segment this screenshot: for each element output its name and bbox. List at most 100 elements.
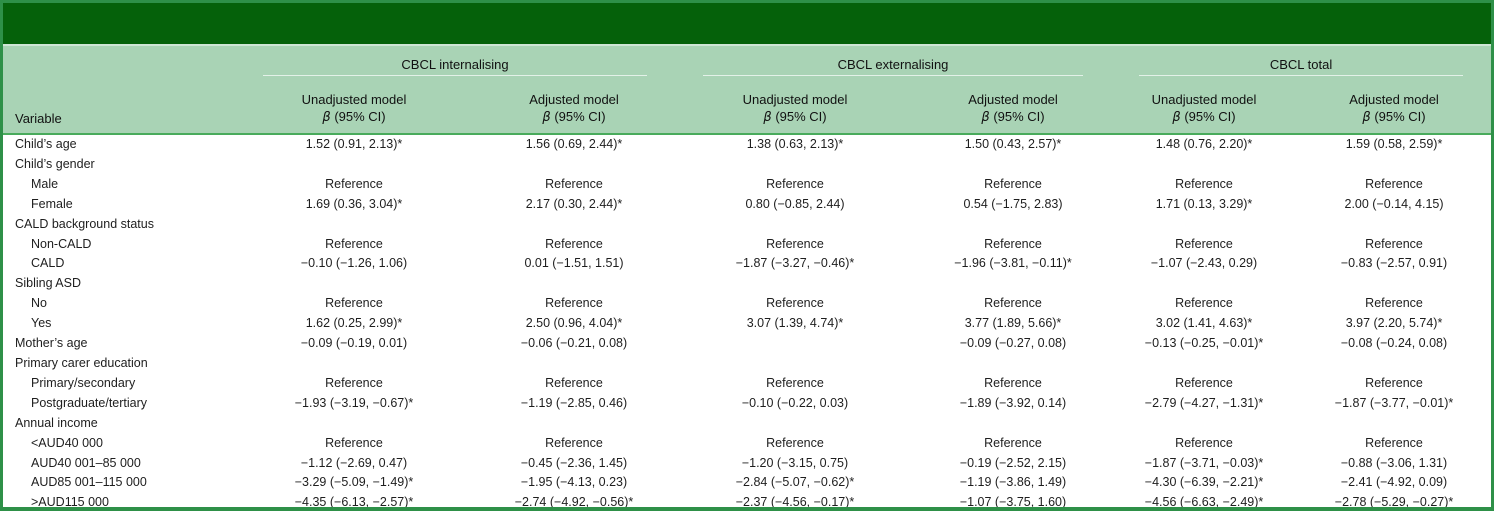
cell-value: −4.56 (−6.63, −2.49)* — [1144, 495, 1264, 510]
cell-value: 2.00 (−0.14, 4.15) — [1344, 196, 1444, 211]
cell-value: Reference — [545, 236, 603, 251]
cell-value: 1.48 (0.76, 2.20)* — [1155, 137, 1253, 151]
cell-value — [675, 354, 915, 374]
table-row: >AUD115 000 −4.35 (−6.13, −2.57)* −2.74 (−… — [3, 493, 1491, 510]
cell-value: −0.88 (−3.06, 1.31) — [1340, 455, 1448, 470]
cell-value — [1111, 414, 1297, 434]
cell-value: Reference — [545, 435, 603, 450]
cell-value: Reference — [766, 176, 824, 191]
cell-value: −1.87 (−3.27, −0.46)* — [735, 256, 855, 271]
cell-value: −1.95 (−4.13, 0.23) — [520, 475, 628, 490]
cell-value: Reference — [545, 296, 603, 311]
beta-ci-label: β (95% CI) — [322, 109, 386, 125]
model-header-internalising-adjusted: Adjusted model β (95% CI) — [473, 76, 675, 135]
model-header-externalising-adjusted: Adjusted model β (95% CI) — [915, 76, 1112, 135]
group-label-externalising: CBCL externalising — [703, 57, 1084, 76]
table-row: CALD background status — [3, 215, 1491, 235]
cell-value: 1.69 (0.36, 3.04)* — [305, 196, 403, 211]
cell-value — [1297, 155, 1491, 175]
cell-value: −4.30 (−6.39, −2.21)* — [1144, 475, 1264, 490]
cell-value — [1111, 274, 1297, 294]
cell-value: −0.10 (−1.26, 1.06) — [300, 256, 408, 271]
group-header-spacer — [3, 46, 235, 76]
cell-value: 0.01 (−1.51, 1.51) — [524, 256, 624, 271]
cell-value — [915, 274, 1111, 294]
beta-ci-label: β (95% CI) — [763, 109, 827, 125]
cell-value: 2.50 (0.96, 4.04)* — [525, 316, 623, 331]
cell-value — [1111, 215, 1297, 235]
cell-value — [235, 155, 473, 175]
cell-value — [1297, 354, 1491, 374]
row-label: Child’s gender — [15, 156, 95, 171]
model-header-total-unadjusted: Unadjusted model β (95% CI) — [1111, 76, 1298, 135]
cell-value: −2.74 (−4.92, −0.56)* — [514, 495, 634, 510]
cell-value: Reference — [766, 435, 824, 450]
cell-value: −2.41 (−4.92, 0.09) — [1340, 475, 1448, 490]
cell-value: Reference — [325, 435, 383, 450]
cell-value: 3.02 (1.41, 4.63)* — [1155, 316, 1253, 331]
cell-value: 0.54 (−1.75, 2.83) — [963, 196, 1063, 211]
cell-value: Reference — [1175, 375, 1233, 390]
cell-value: 1.71 (0.13, 3.29)* — [1155, 196, 1253, 211]
results-table: CBCL internalising CBCL externalising CB… — [3, 46, 1491, 510]
cell-value: −0.13 (−0.25, −0.01)* — [1144, 336, 1264, 351]
cell-value — [675, 274, 915, 294]
cell-value — [1297, 274, 1491, 294]
table-row: AUD40 001–85 000 −1.12 (−2.69, 0.47) −0.45… — [3, 454, 1491, 474]
model-label: Adjusted model — [529, 92, 619, 107]
table-row: AUD85 001–115 000 −3.29 (−5.09, −1.49)* −1… — [3, 473, 1491, 493]
variable-header: Variable — [3, 76, 235, 135]
cell-value: Reference — [984, 435, 1042, 450]
cell-value: Reference — [1365, 176, 1423, 191]
cell-value: Reference — [984, 296, 1042, 311]
cell-value: −0.09 (−0.19, 0.01) — [300, 336, 408, 351]
table-header: CBCL internalising CBCL externalising CB… — [3, 46, 1491, 135]
cell-value: −0.08 (−0.24, 0.08) — [1340, 336, 1448, 351]
cell-value — [235, 215, 473, 235]
cell-value — [675, 334, 915, 354]
row-label: >AUD115 000 — [31, 495, 109, 510]
cell-value — [675, 215, 915, 235]
model-header-internalising-unadjusted: Unadjusted model β (95% CI) — [235, 76, 473, 135]
cell-value: −3.29 (−5.09, −1.49)* — [294, 475, 414, 490]
cell-value: Reference — [766, 236, 824, 251]
cell-value: 1.52 (0.91, 2.13)* — [305, 137, 403, 151]
model-label: Unadjusted model — [301, 92, 407, 107]
cell-value: Reference — [766, 296, 824, 311]
cell-value — [235, 354, 473, 374]
cell-value: Reference — [1365, 435, 1423, 450]
cell-value: −1.19 (−2.85, 0.46) — [520, 395, 628, 410]
group-label-total: CBCL total — [1139, 57, 1464, 76]
table-row: Non-CALD Reference Reference Reference Refer… — [3, 235, 1491, 255]
cell-value: −0.83 (−2.57, 0.91) — [1340, 256, 1448, 271]
row-label: <AUD40 000 — [31, 435, 103, 450]
group-header-internalising: CBCL internalising — [235, 46, 675, 76]
cell-value — [915, 354, 1111, 374]
cell-value: Reference — [545, 375, 603, 390]
model-header-row: Variable Unadjusted model β (95% CI) Adj… — [3, 76, 1491, 135]
table-row: Female 1.69 (0.36, 3.04)* 2.17 (0.30, 2.44… — [3, 195, 1491, 215]
cell-value — [473, 274, 675, 294]
group-header-externalising: CBCL externalising — [675, 46, 1112, 76]
cell-value: −1.87 (−3.77, −0.01)* — [1334, 395, 1454, 410]
cell-value — [235, 414, 473, 434]
cell-value: 1.62 (0.25, 2.99)* — [305, 316, 403, 331]
table-row: Yes 1.62 (0.25, 2.99)* 2.50 (0.96, 4.04)* 3… — [3, 314, 1491, 334]
row-label: Female — [31, 196, 73, 211]
cell-value: 1.50 (0.43, 2.57)* — [964, 137, 1062, 151]
cell-value: −2.78 (−5.29, −0.27)* — [1334, 495, 1454, 510]
cell-value: −0.45 (−2.36, 1.45) — [520, 455, 628, 470]
model-header-total-adjusted: Adjusted model β (95% CI) — [1297, 76, 1491, 135]
cell-value: −0.09 (−0.27, 0.08) — [959, 336, 1067, 351]
cell-value — [473, 215, 675, 235]
cell-value — [915, 414, 1111, 434]
row-label: AUD85 001–115 000 — [31, 475, 147, 490]
table-row: Mother’s age −0.09 (−0.19, 0.01) −0.06 (−0… — [3, 334, 1491, 354]
table-row: Child’s age 1.52 (0.91, 2.13)* 1.56 (0.69,… — [3, 134, 1491, 155]
cell-value: Reference — [1175, 236, 1233, 251]
table-body: Child’s age 1.52 (0.91, 2.13)* 1.56 (0.69,… — [3, 134, 1491, 510]
table-row: CALD −0.10 (−1.26, 1.06) 0.01 (−1.51, 1.51… — [3, 254, 1491, 274]
cell-value: 3.97 (2.20, 5.74)* — [1345, 316, 1443, 331]
group-header-row: CBCL internalising CBCL externalising CB… — [3, 46, 1491, 76]
